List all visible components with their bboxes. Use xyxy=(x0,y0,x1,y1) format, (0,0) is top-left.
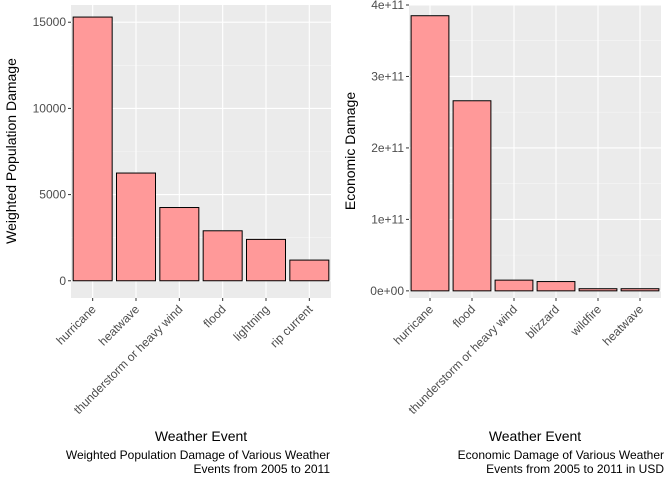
bar-blizzard xyxy=(536,281,576,292)
x-tick-label: hurricane xyxy=(54,302,100,348)
bar-heatwave xyxy=(116,172,156,282)
bar-wildfire xyxy=(578,288,618,292)
x-tick-label: heatwave xyxy=(600,302,646,348)
plot-panel xyxy=(409,5,661,298)
y-tick-label: 4e+11 xyxy=(371,0,404,12)
x-tick-label: blizzard xyxy=(523,302,562,341)
x-tick-label: flood xyxy=(200,302,228,330)
x-tick-label: wildfire xyxy=(567,302,604,339)
y-tick-label: 1e+11 xyxy=(371,212,404,226)
bar-hurricane xyxy=(410,15,450,292)
bar-thunderstorm-or-heavy-wind xyxy=(494,279,534,292)
y-tick-label: 0 xyxy=(59,274,66,288)
bar-rip-current xyxy=(289,259,330,282)
bar-flood xyxy=(202,230,243,282)
chart-caption-line: Weighted Population Damage of Various We… xyxy=(66,448,330,462)
bar-hurricane xyxy=(72,16,113,282)
x-tick-label: flood xyxy=(450,302,478,330)
y-tick-label: 10000 xyxy=(33,101,67,115)
y-tick-label: 15000 xyxy=(33,15,67,29)
bar-thunderstorm-or-heavy-wind xyxy=(159,207,200,282)
chart-caption-line: Economic Damage of Various Weather xyxy=(458,448,664,462)
x-axis-title: Weather Event xyxy=(155,428,247,444)
y-axis-title: Economic Damage xyxy=(342,92,358,210)
bar-heatwave xyxy=(620,288,660,292)
bar-lightning xyxy=(246,238,286,282)
chart-caption-line: Events from 2005 to 2011 xyxy=(193,462,330,476)
y-tick-label: 0e+00 xyxy=(370,284,404,298)
y-tick-label: 2e+11 xyxy=(371,141,404,155)
chart-caption-line: Events from 2005 to 2011 in USD xyxy=(486,462,664,476)
x-tick-label: lightning xyxy=(231,302,273,344)
y-tick-label: 5000 xyxy=(39,188,66,202)
x-axis-title: Weather Event xyxy=(489,428,581,444)
y-tick-label: 3e+11 xyxy=(371,69,404,83)
x-tick-label: rip current xyxy=(267,302,316,351)
chart-population-damage: 050001000015000hurricaneheatwavethunders… xyxy=(3,5,331,476)
y-axis-title: Weighted Population Damage xyxy=(3,58,19,244)
x-tick-label: hurricane xyxy=(391,302,437,348)
bar-flood xyxy=(452,100,492,292)
